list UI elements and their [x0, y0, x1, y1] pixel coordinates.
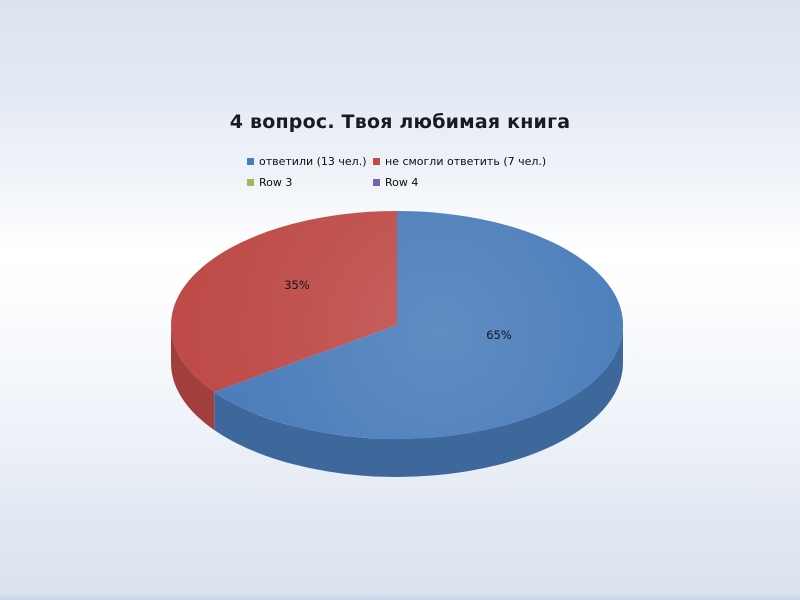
chart-title: 4 вопрос. Твоя любимая книга — [229, 111, 571, 133]
slide-bottom-edge — [0, 594, 800, 600]
